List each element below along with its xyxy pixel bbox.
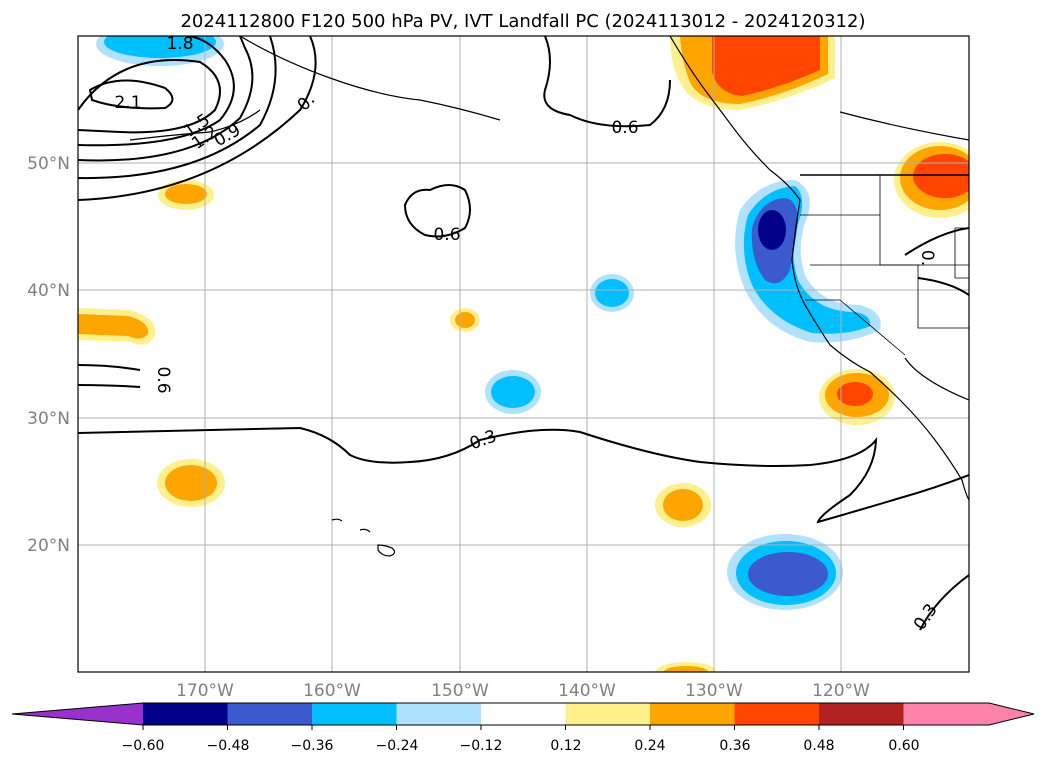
latitude-labels: 50°N 40°N 30°N 20°N bbox=[27, 154, 70, 556]
colorbar-tick-label: 0.24 bbox=[634, 738, 665, 754]
contour-label: 0.6 bbox=[153, 366, 173, 393]
coastlines bbox=[129, 36, 969, 557]
map-title: 2024112800 F120 500 hPa PV, IVT Landfall… bbox=[180, 11, 865, 32]
lat-label: 50°N bbox=[27, 154, 70, 174]
negative-anomaly-shade bbox=[491, 376, 535, 408]
lon-label: 120°W bbox=[812, 681, 870, 701]
colorbar-segment bbox=[143, 703, 228, 725]
lon-label: 160°W bbox=[303, 681, 361, 701]
colorbar-segment bbox=[12, 703, 143, 725]
colorbar-tick-labels: −0.60 −0.48 −0.36 −0.24 −0.12 0.12 0.24 … bbox=[122, 738, 920, 754]
map-panel: 1.8 2.1 1.5 1.2 0.9 0. 0.6 0.6 0.6 0.3 0… bbox=[77, 34, 970, 673]
colorbar-segment bbox=[481, 703, 566, 725]
negative-anomaly-shade bbox=[748, 552, 828, 596]
pv-contours bbox=[78, 36, 969, 631]
colorbar-tick-label: 0.60 bbox=[888, 738, 919, 754]
lon-label: 130°W bbox=[685, 681, 743, 701]
colorbar-tick-label: 0.36 bbox=[719, 738, 750, 754]
lat-label: 30°N bbox=[27, 409, 70, 429]
colorbar-tick-label: −0.36 bbox=[291, 738, 334, 754]
contour-label: 1.8 bbox=[166, 34, 193, 54]
colorbar-segment bbox=[819, 703, 904, 725]
positive-anomaly-shade bbox=[712, 36, 820, 96]
lat-label: 40°N bbox=[27, 281, 70, 301]
positive-anomaly-shade bbox=[664, 666, 708, 672]
colorbar-segment bbox=[903, 703, 1034, 725]
negative-anomaly-shade bbox=[595, 279, 629, 307]
positive-anomaly-shade bbox=[165, 465, 217, 501]
colorbar-tick-label: −0.24 bbox=[376, 738, 419, 754]
contour-label: 0. bbox=[917, 250, 937, 266]
colorbar: −0.60 −0.48 −0.36 −0.24 −0.12 0.12 0.24 … bbox=[11, 702, 1035, 754]
positive-anomaly-shade bbox=[455, 312, 475, 328]
shaded-anomalies bbox=[78, 36, 969, 672]
positive-anomaly-shade bbox=[165, 184, 207, 204]
negative-anomaly-shade bbox=[758, 210, 786, 250]
colorbar-tick-label: −0.60 bbox=[122, 738, 165, 754]
positive-anomaly-shade bbox=[913, 154, 969, 198]
lon-label: 170°W bbox=[176, 681, 234, 701]
lat-label: 20°N bbox=[27, 536, 70, 556]
colorbar-segment bbox=[650, 703, 735, 725]
colorbar-segment bbox=[396, 703, 481, 725]
colorbar-segments bbox=[12, 703, 1034, 725]
colorbar-segment bbox=[312, 703, 397, 725]
colorbar-tick-label: −0.48 bbox=[207, 738, 250, 754]
contour-label: 2.1 bbox=[114, 93, 141, 113]
negative-anomaly-shade bbox=[104, 36, 216, 58]
colorbar-segment bbox=[734, 703, 819, 725]
colorbar-ticks bbox=[142, 725, 904, 730]
colorbar-segment bbox=[227, 703, 312, 725]
contour-label: 0.6 bbox=[611, 118, 638, 138]
colorbar-tick-label: 0.12 bbox=[550, 738, 581, 754]
map-frame bbox=[77, 35, 970, 673]
colorbar-segment bbox=[565, 703, 650, 725]
contour-label: 0.6 bbox=[433, 225, 460, 245]
colorbar-tick-label: 0.48 bbox=[803, 738, 834, 754]
positive-anomaly-shade bbox=[663, 489, 703, 521]
positive-anomaly-shade bbox=[837, 382, 873, 406]
lon-label: 150°W bbox=[431, 681, 489, 701]
colorbar-tick-label: −0.12 bbox=[460, 738, 503, 754]
lon-label: 140°W bbox=[558, 681, 616, 701]
positive-anomaly-shade bbox=[78, 314, 149, 339]
longitude-labels: 170°W 160°W 150°W 140°W 130°W 120°W bbox=[176, 681, 870, 701]
